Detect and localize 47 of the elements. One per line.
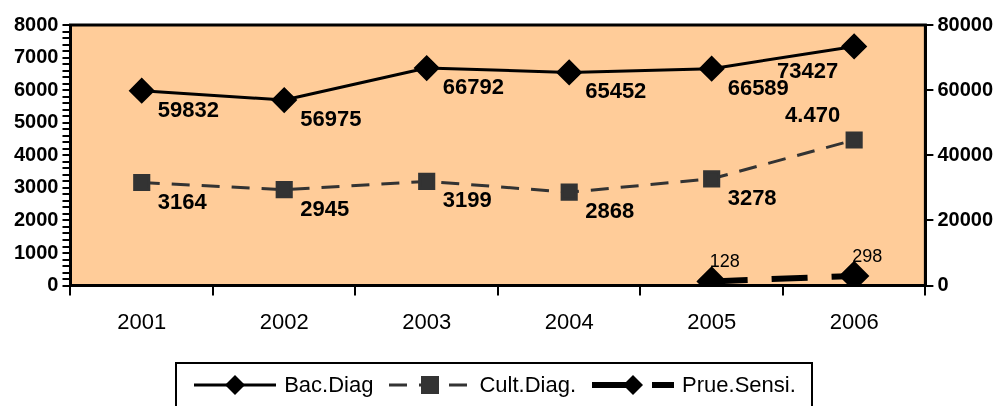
y2-tick-label: 80000 [937,12,994,35]
point [275,181,293,199]
y2-tick-label: 40000 [937,142,994,165]
legend-label: Cult.Diag. [479,372,577,398]
data-label: 3199 [442,187,492,213]
x-tick-label: 2002 [259,308,309,334]
x-tick-label: 2001 [117,308,167,334]
data-label: 3278 [727,184,777,210]
point [133,173,151,192]
point [129,78,155,104]
point [703,170,721,188]
point [845,131,863,149]
y2-tick-label: 20000 [937,207,994,230]
y-tick-label: 8000 [13,12,59,35]
data-label: 3164 [157,188,208,214]
data-label: 56975 [300,106,362,132]
y2-tick-label: 60000 [937,77,994,100]
y2-tick-label: 0 [937,273,949,296]
x-tick-label: 2006 [829,308,879,334]
point [699,56,725,82]
y-tick-label: 5000 [13,110,59,133]
y-tick-label: 6000 [13,77,59,100]
legend-label: Bac.Diag [284,372,374,398]
point [560,183,578,201]
data-label: 65452 [585,78,647,104]
y-tick-label: 2000 [13,207,59,230]
y-tick-label: 3000 [13,175,59,198]
data-label: 4.470 [785,102,841,128]
x-tick-label: 2004 [544,308,594,334]
data-label: 66792 [442,74,504,100]
y-tick-label: 4000 [13,142,59,165]
legend-label: Prue.Sensi. [682,372,796,398]
y-tick-label: 7000 [13,45,59,68]
x-tick-label: 2005 [687,308,737,334]
y-tick-label: 1000 [13,240,59,263]
point [414,55,440,81]
data-label: 59832 [157,96,219,122]
data-label: 298 [852,245,883,266]
data-label: 2945 [300,195,350,221]
x-tick-label: 2003 [402,308,452,334]
y-tick-label: 0 [47,273,59,296]
point [271,87,297,113]
point [418,172,436,190]
point [556,59,582,85]
data-label: 128 [709,251,740,272]
point [841,33,867,59]
data-label: 2868 [585,198,635,224]
